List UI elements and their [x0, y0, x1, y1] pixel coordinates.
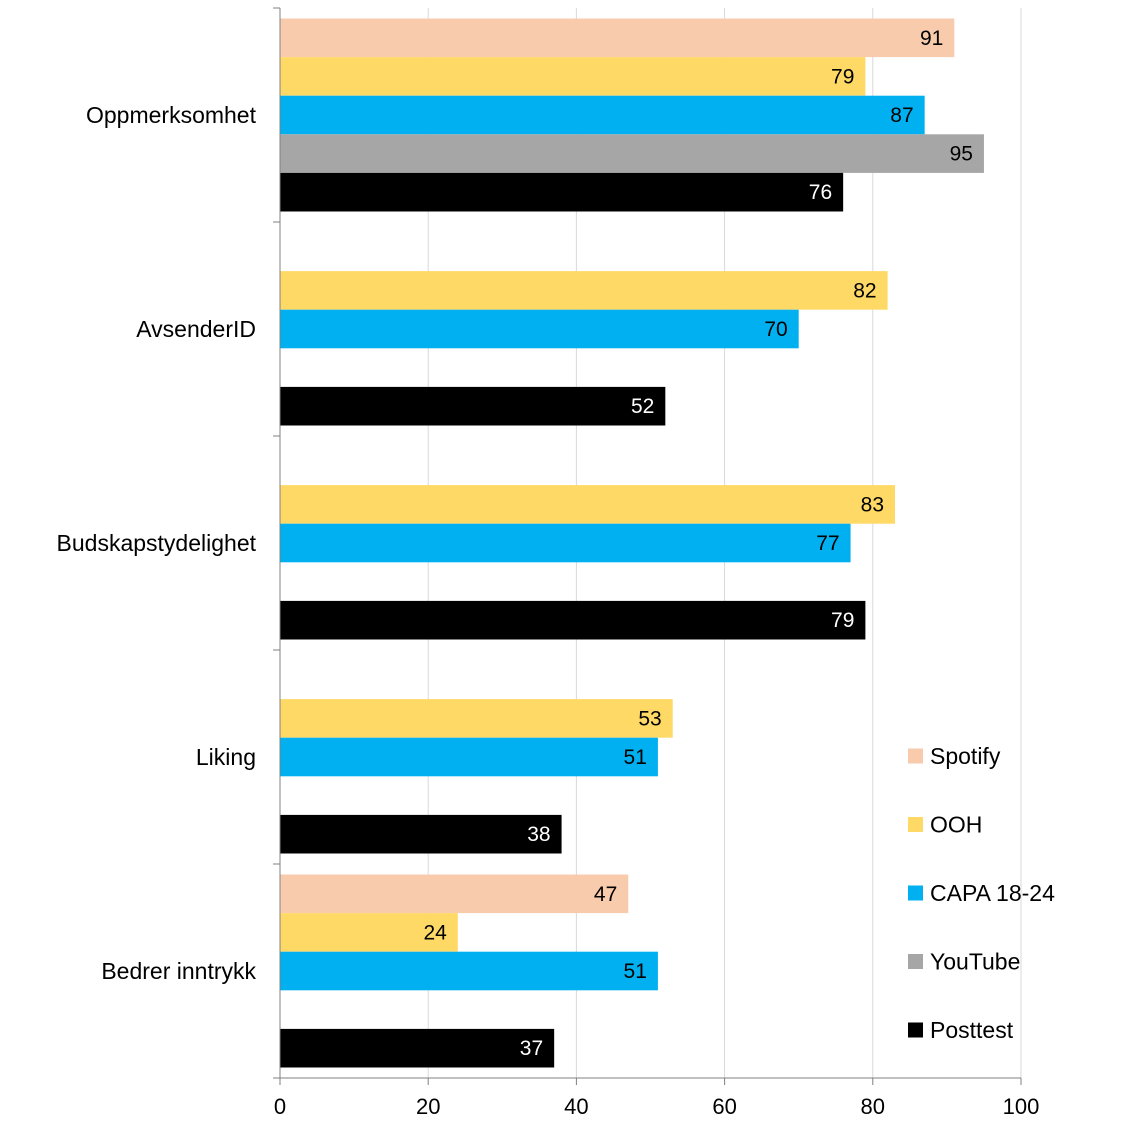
category-label-budskapstydelighet: Budskapstydelighet	[57, 530, 257, 556]
data-label-spotify-oppmerksomhet: 91	[920, 27, 943, 50]
bar-capa-18-24-avsenderid	[280, 309, 799, 349]
x-tick-label: 100	[1003, 1094, 1040, 1119]
x-tick-label: 20	[416, 1094, 440, 1119]
data-label-youtube-oppmerksomhet: 95	[950, 143, 973, 166]
data-label-posttest-avsenderid: 52	[631, 395, 654, 418]
data-label-spotify-bedrer-inntrykk: 47	[594, 883, 617, 906]
legend-label-youtube: YouTube	[930, 949, 1020, 975]
bar-ooh-liking	[280, 699, 673, 738]
data-label-capa-18-24-oppmerksomhet: 87	[890, 104, 913, 127]
category-label-oppmerksomhet: Oppmerksomhet	[86, 102, 257, 128]
bar-posttest-bedrer-inntrykk	[280, 1028, 555, 1068]
data-label-posttest-budskapstydelighet: 79	[831, 609, 854, 632]
bar-capa-18-24-oppmerksomhet	[280, 95, 925, 135]
x-tick-label: 0	[274, 1094, 286, 1119]
data-label-ooh-budskapstydelighet: 83	[861, 493, 884, 516]
data-label-capa-18-24-liking: 51	[624, 746, 647, 769]
category-label-bedrer-inntrykk: Bedrer inntrykk	[101, 958, 256, 984]
axes	[273, 7, 1022, 1085]
bar-posttest-liking	[280, 814, 562, 854]
bar-spotify-bedrer-inntrykk	[280, 874, 629, 914]
labels: 0 20 40 60 80 100 91 79 87 95 76 Oppmerksomhet 82 70 5…	[57, 27, 1040, 1119]
legend-label-spotify: Spotify	[930, 743, 1001, 769]
category-label-liking: Liking	[196, 744, 256, 770]
legend-label-ooh: OOH	[930, 812, 982, 838]
data-label-ooh-oppmerksomhet: 79	[831, 65, 854, 88]
legend-label-posttest: Posttest	[930, 1017, 1014, 1043]
bar-capa-18-24-bedrer-inntrykk	[280, 951, 658, 991]
legend-swatch-ooh	[908, 817, 923, 832]
x-tick-label: 40	[564, 1094, 588, 1119]
category-label-avsenderid: AvsenderID	[136, 316, 256, 342]
data-label-posttest-bedrer-inntrykk: 37	[520, 1037, 543, 1060]
bar-ooh-oppmerksomhet	[280, 57, 866, 96]
bar-spotify-oppmerksomhet	[280, 18, 955, 58]
legend-swatch-capa-18-24	[908, 885, 923, 901]
bars	[280, 18, 984, 1068]
data-label-capa-18-24-bedrer-inntrykk: 51	[624, 960, 647, 983]
data-label-capa-18-24-avsenderid: 70	[764, 318, 787, 341]
bar-ooh-budskapstydelighet	[280, 485, 896, 524]
data-label-posttest-liking: 38	[527, 823, 550, 846]
data-label-posttest-oppmerksomhet: 76	[809, 181, 832, 204]
bar-ooh-avsenderid	[280, 271, 888, 310]
legend-label-capa-18-24: CAPA 18-24	[930, 880, 1055, 906]
bar-ooh-bedrer-inntrykk	[280, 913, 458, 952]
data-label-ooh-avsenderid: 82	[853, 279, 876, 302]
legend: Spotify OOH CAPA 18-24 YouTube Posttest	[908, 743, 1055, 1043]
bar-youtube-oppmerksomhet	[280, 134, 984, 173]
legend-swatch-youtube	[908, 954, 923, 969]
bar-capa-18-24-liking	[280, 737, 658, 777]
data-label-ooh-liking: 53	[638, 707, 661, 730]
legend-swatch-spotify	[908, 748, 923, 764]
x-tick-label: 80	[861, 1094, 885, 1119]
bar-posttest-oppmerksomhet	[280, 172, 844, 212]
legend-swatch-posttest	[908, 1022, 923, 1038]
bar-posttest-budskapstydelighet	[280, 600, 866, 640]
data-label-ooh-bedrer-inntrykk: 24	[423, 921, 447, 944]
bar-capa-18-24-budskapstydelighet	[280, 523, 851, 563]
bar-posttest-avsenderid	[280, 386, 666, 426]
data-label-capa-18-24-budskapstydelighet: 77	[816, 532, 839, 555]
x-tick-label: 60	[712, 1094, 736, 1119]
